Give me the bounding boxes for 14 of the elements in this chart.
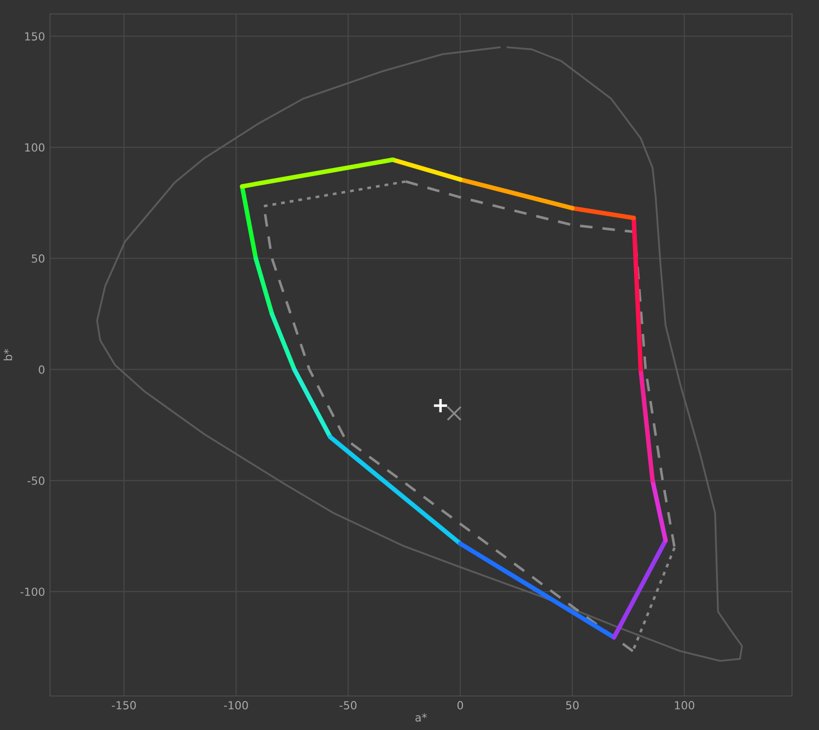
y-tick-label: 150 [25,32,44,41]
x-axis-title: a* [415,713,427,722]
y-tick-label: -50 [28,476,44,485]
x-tick-label: -150 [112,701,136,710]
y-tick-label: 50 [32,254,44,263]
y-tick-label: 100 [25,143,44,152]
x-tick-label: 100 [675,701,694,710]
x-tick-label: 0 [457,701,464,710]
y-tick-label: 0 [38,365,44,374]
y-tick-label: -100 [20,588,44,596]
x-tick-label: 50 [566,701,579,710]
x-tick-label: -100 [224,701,248,710]
x-tick-label: -50 [340,701,356,710]
y-axis-title: b* [4,349,12,360]
